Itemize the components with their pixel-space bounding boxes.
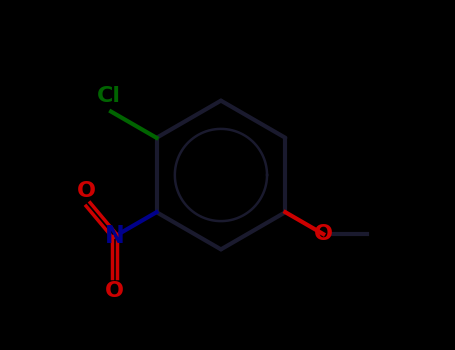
Text: O: O	[106, 281, 124, 301]
Text: O: O	[314, 224, 333, 244]
Text: O: O	[76, 181, 96, 201]
Text: Cl: Cl	[97, 86, 121, 106]
Text: N: N	[105, 224, 125, 248]
